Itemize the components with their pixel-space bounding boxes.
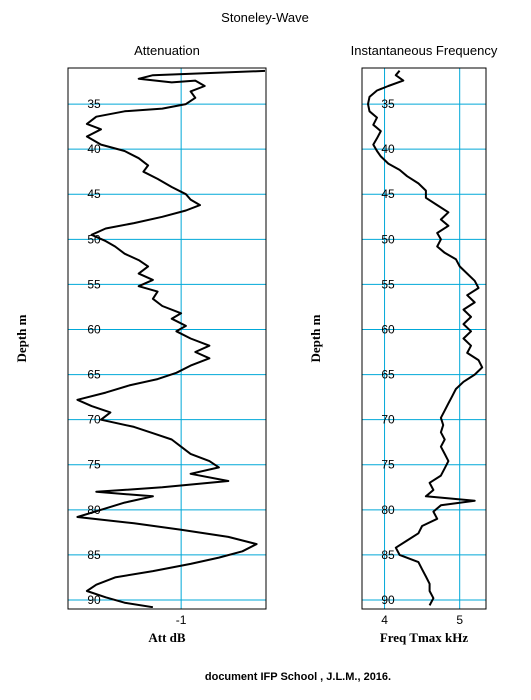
att-depth-tick-label: 90 [87, 593, 101, 607]
freq-depth-tick-label: 60 [381, 322, 395, 336]
freq-depth-tick-label: 50 [381, 232, 395, 246]
freq-depth-tick-label: 70 [381, 413, 395, 427]
att-plot-frame [67, 67, 267, 610]
freq-depth-tick-label: 80 [381, 503, 395, 517]
freq-depth-tick-label: 35 [381, 97, 395, 111]
att-depth-tick-label: 70 [87, 413, 101, 427]
att-depth-tick-label: 65 [87, 368, 101, 382]
att-panel-title: Attenuation [134, 43, 200, 58]
att-depth-tick-label: 85 [87, 548, 101, 562]
freq-value-tick-label: 4 [381, 613, 388, 627]
freq-value-tick-label: 5 [456, 613, 463, 627]
attenuation-panel: Attenuation354045505560657075808590-1Att… [14, 43, 267, 645]
freq-plot-frame [361, 67, 487, 610]
att-depth-tick-label: 35 [87, 97, 101, 111]
att-value-tick-label: -1 [176, 613, 187, 627]
att-depth-tick-label: 45 [87, 187, 101, 201]
freq-log-curve [367, 70, 484, 606]
footer-credit: document IFP School , J.L.M., 2016. [205, 671, 391, 683]
figure-title: Stoneley-Wave [221, 10, 309, 25]
freq-y-axis-label: Depth m [308, 314, 323, 362]
att-depth-tick-label: 55 [87, 277, 101, 291]
freq-depth-tick-label: 40 [381, 142, 395, 156]
att-log-curve [76, 69, 265, 608]
att-y-axis-label: Depth m [14, 314, 29, 362]
freq-x-axis-label: Freq Tmax kHz [380, 630, 469, 645]
att-depth-tick-label: 60 [87, 322, 101, 336]
freq-depth-tick-label: 90 [381, 593, 395, 607]
frequency-panel: Instantaneous Frequency35404550556065707… [308, 43, 498, 645]
freq-depth-tick-label: 65 [381, 368, 395, 382]
freq-panel-title: Instantaneous Frequency [351, 43, 498, 58]
att-depth-tick-label: 50 [87, 232, 101, 246]
freq-depth-tick-label: 55 [381, 277, 395, 291]
att-x-axis-label: Att dB [148, 630, 186, 645]
freq-depth-tick-label: 75 [381, 458, 395, 472]
att-depth-tick-label: 40 [87, 142, 101, 156]
att-depth-tick-label: 75 [87, 458, 101, 472]
freq-depth-tick-label: 45 [381, 187, 395, 201]
freq-depth-tick-label: 85 [381, 548, 395, 562]
